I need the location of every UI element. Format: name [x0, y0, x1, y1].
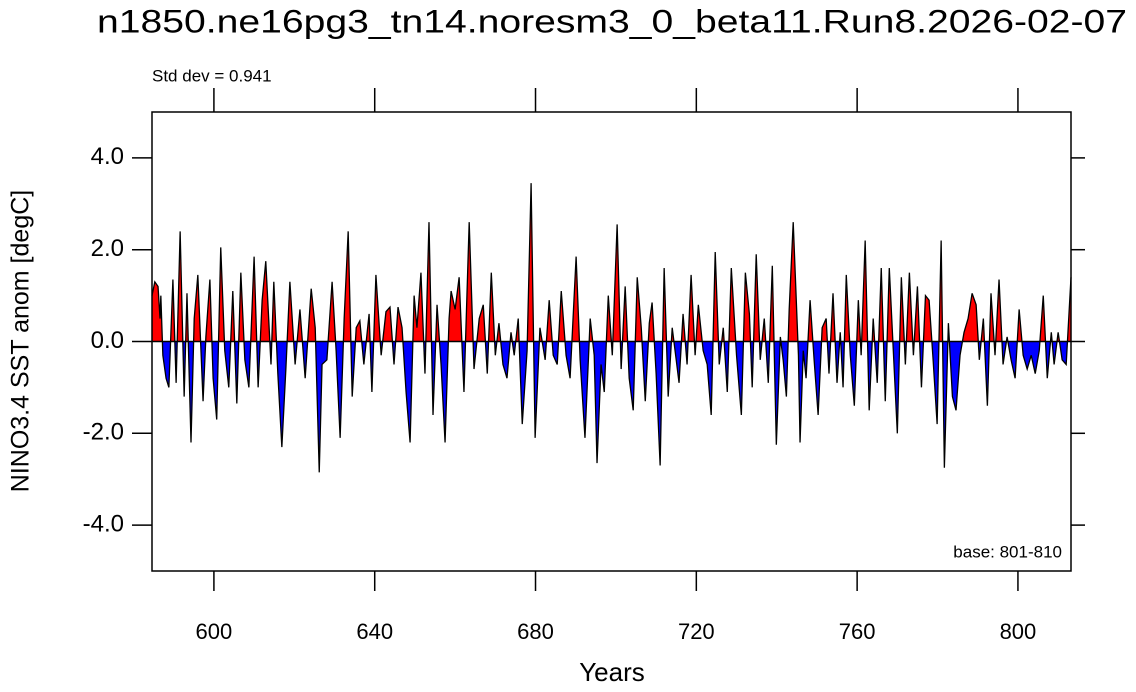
y-tick-label: -4.0: [83, 510, 124, 537]
x-axis-label: Years: [579, 657, 645, 687]
chart-title: n1850.ne16pg3_tn14.noresm3_0_beta11.Run8…: [97, 3, 1127, 39]
std-dev-annotation: Std dev = 0.941: [152, 66, 272, 85]
x-tick-label: 720: [678, 619, 715, 644]
y-tick-label: -2.0: [83, 419, 124, 446]
x-tick-label: 600: [196, 619, 233, 644]
x-tick-label: 800: [1000, 619, 1037, 644]
x-tick-label: 640: [356, 619, 393, 644]
y-tick-label: 4.0: [91, 143, 124, 170]
y-axis-label: NINO3.4 SST anom [degC]: [7, 190, 35, 492]
base-annotation: base: 801-810: [953, 542, 1062, 561]
positive-area: [152, 183, 1071, 342]
series-line: [151, 183, 1072, 473]
x-tick-label: 680: [517, 619, 554, 644]
y-tick-label: 0.0: [91, 327, 124, 354]
y-tick-label: 2.0: [91, 235, 124, 262]
x-tick-label: 760: [839, 619, 876, 644]
